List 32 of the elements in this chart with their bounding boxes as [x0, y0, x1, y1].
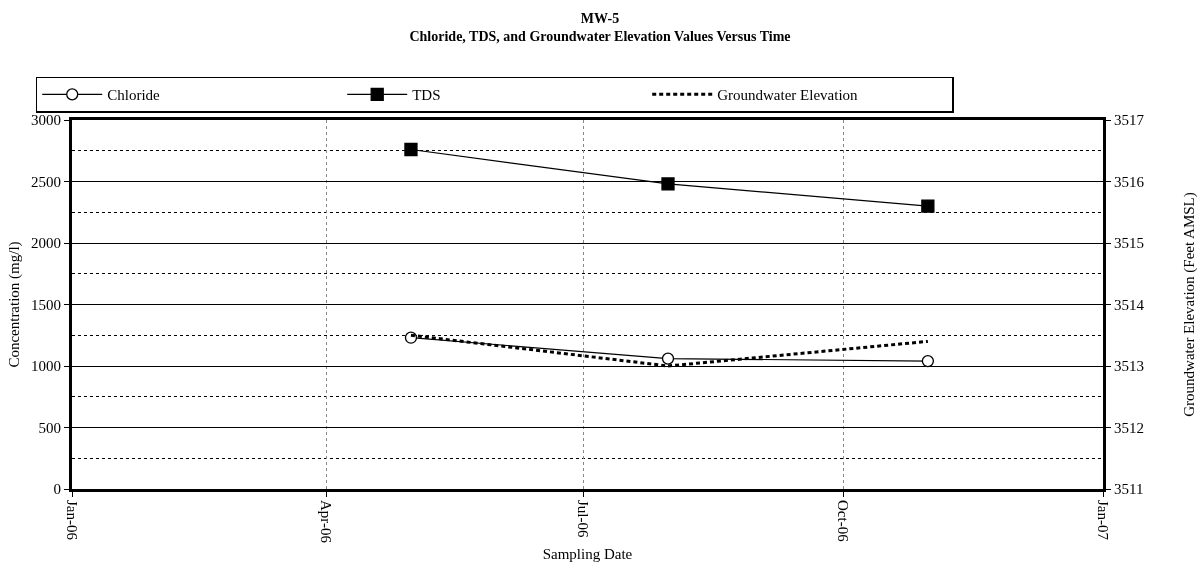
y-tick-label: 2000: [31, 235, 61, 252]
x-tick-label: Jul-06: [575, 500, 592, 538]
point: [921, 354, 935, 368]
y2-tick-label: 3516: [1114, 173, 1145, 190]
y-tick-label: 1500: [31, 296, 61, 313]
point: [661, 352, 675, 365]
y2-axis-title: Groundwater Elevation (Feet AMSL): [1180, 192, 1198, 417]
x-tick-label: Oct-06: [835, 500, 852, 543]
y2-tick-label: 3512: [1114, 419, 1144, 436]
x-tick-label: Jan-07: [1095, 500, 1112, 541]
y-tick-label: 1000: [31, 358, 61, 375]
point: [921, 199, 935, 213]
x-axis-title: Sampling Date: [542, 545, 633, 562]
y2-tick-label: 3513: [1114, 358, 1144, 375]
legend-label: Groundwater Elevation: [717, 87, 859, 104]
x-tick-label: Jan-06: [64, 500, 81, 541]
y2-tick-label: 3517: [1114, 112, 1145, 129]
y-tick-label: 0: [53, 481, 61, 498]
x-tick-label: Apr-06: [318, 500, 335, 544]
y-tick-label: 2500: [31, 173, 61, 190]
y-tick-label: 3000: [31, 112, 61, 129]
y2-tick-label: 3511: [1114, 481, 1144, 498]
point: [661, 177, 675, 191]
chart-subtitle: Chloride, TDS, and Groundwater Elevation Values Versus Time: [409, 29, 791, 45]
point: [404, 142, 418, 157]
y2-tick-label: 3514: [1114, 296, 1145, 313]
y-axis-title: Concentration (mg/l): [6, 241, 24, 368]
legend-label: TDS: [412, 87, 441, 104]
chart-title: MW-5: [580, 10, 620, 26]
legend-label: Chloride: [107, 87, 161, 104]
y-tick-label: 500: [38, 419, 61, 436]
y2-tick-label: 3515: [1114, 235, 1144, 252]
